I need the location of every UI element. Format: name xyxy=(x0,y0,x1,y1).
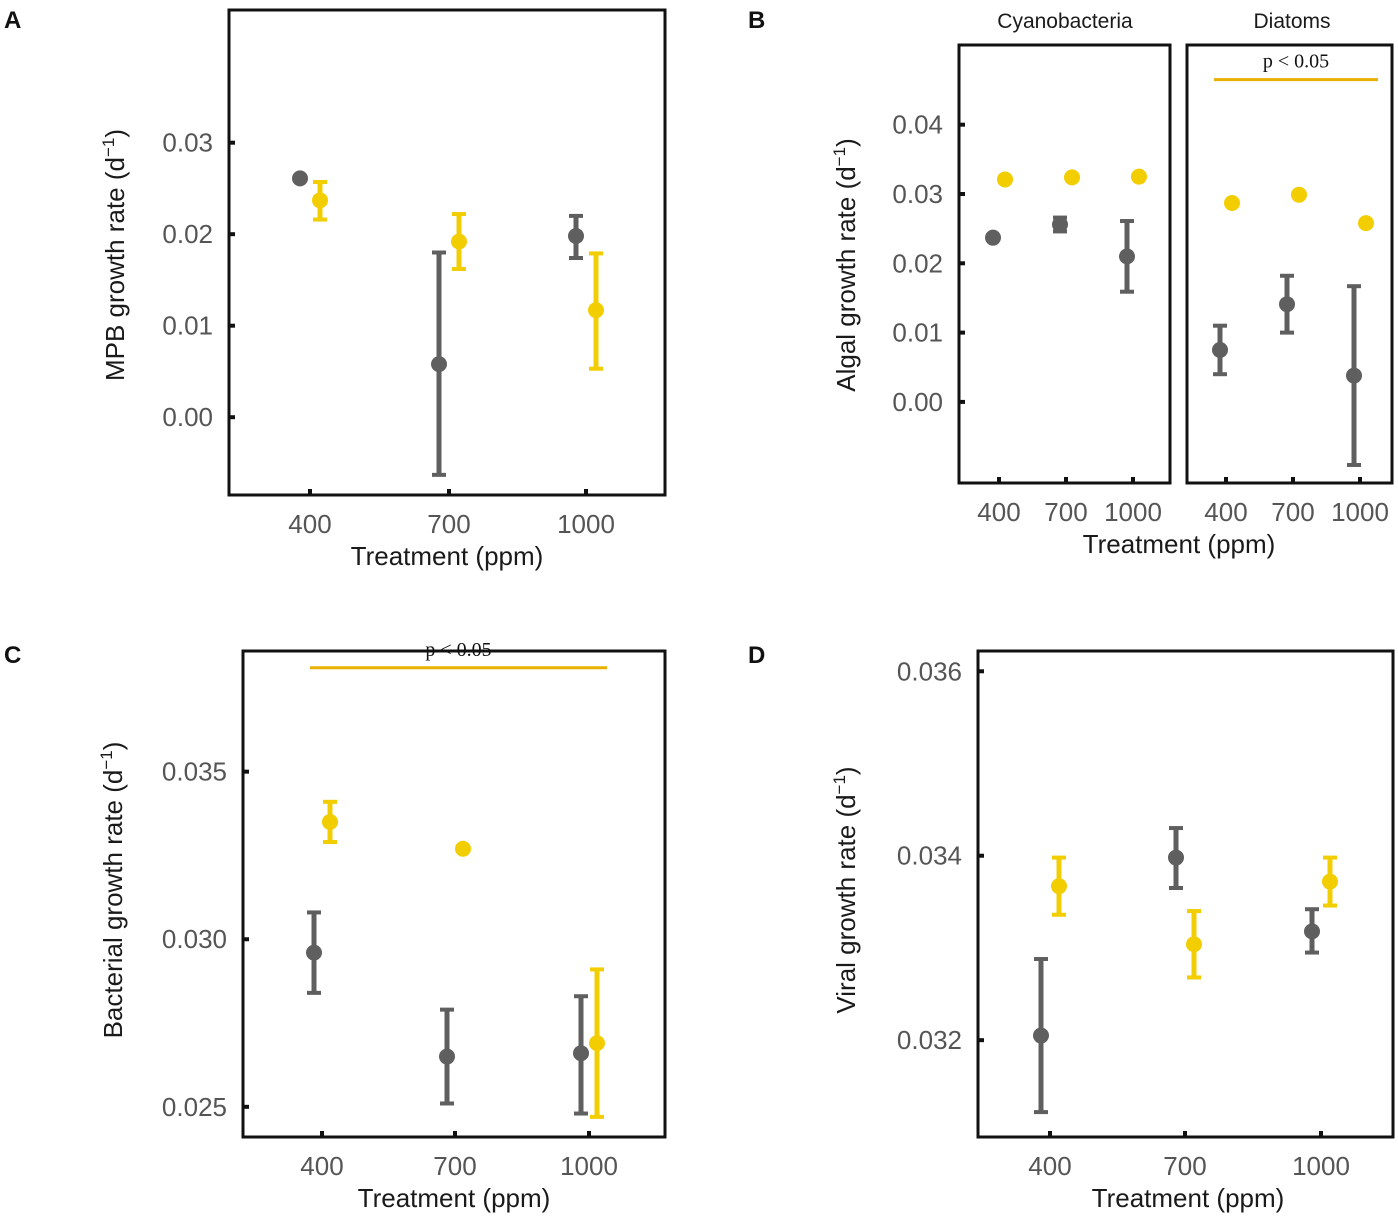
panel-a-y-axis-title: MPB growth rate (d−1) xyxy=(99,129,130,381)
panel-d-point-yellow-0 xyxy=(1051,878,1067,895)
panel-c-point-yellow-0 xyxy=(322,813,338,830)
panel-b-plot-frame-1 xyxy=(1185,43,1394,485)
panel-b-y-tick-label-0: 0.00 xyxy=(892,387,943,417)
panel-a-point-gray-1 xyxy=(431,356,447,373)
panel-c-point-gray-2 xyxy=(573,1045,589,1062)
panel-b-facet-1-point-yellow-1 xyxy=(1291,186,1307,203)
panel-b-x-tick-label-0-2: 1000 xyxy=(1104,497,1162,527)
panel-a-point-yellow-0 xyxy=(312,192,328,209)
panel-c-y-tick-label-1: 0.030 xyxy=(162,924,227,954)
panel-b-facet-1-point-yellow-2 xyxy=(1358,215,1374,232)
panel-b-facet-title-1: Diatoms xyxy=(1253,10,1330,33)
panel-b-facet-1-significance-label-0: p < 0.05 xyxy=(1263,51,1329,73)
panel-c-x-tick-label-1: 700 xyxy=(433,1151,476,1181)
panel-b-plot-frame-0 xyxy=(957,43,1172,485)
panel-b-facet-0-point-yellow-2 xyxy=(1131,168,1147,185)
panel-a-panel-letter: A xyxy=(4,7,21,34)
panel-c-significance-label-0: p < 0.05 xyxy=(425,639,491,661)
panel-b-y-tick-label-4: 0.04 xyxy=(892,110,943,140)
panel-b-facet-title-0: Cyanobacteria xyxy=(997,10,1133,33)
panel-d-y-tick-label-2: 0.036 xyxy=(897,656,962,686)
panel-d-point-yellow-2 xyxy=(1322,873,1338,890)
panel-b-x-tick-label-1-2: 1000 xyxy=(1331,497,1389,527)
panel-b-facet-0-point-gray-1 xyxy=(1052,216,1068,233)
panel-a-point-yellow-2 xyxy=(588,302,604,319)
panel-a-x-tick-label-0: 400 xyxy=(288,509,331,539)
panel-a-x-tick-label-1: 700 xyxy=(427,509,470,539)
panel-c-point-gray-1 xyxy=(439,1048,455,1065)
panel-b-y-axis-title-exponent: −1 xyxy=(830,147,849,166)
panel-c-plot-frame xyxy=(241,649,667,1139)
panel-a-y-axis-title-main: MPB growth rate (d xyxy=(100,157,130,381)
panel-d-point-gray-2 xyxy=(1304,923,1320,940)
panel-b-facet-0-point-gray-0 xyxy=(985,229,1001,246)
panel-a-y-axis-title-close: ) xyxy=(100,129,130,138)
panel-b-y-axis-title-main: Algal growth rate (d xyxy=(831,166,861,391)
panel-b-x-tick-label-1-1: 700 xyxy=(1271,497,1314,527)
panel-d-y-tick-label-1: 0.034 xyxy=(897,841,962,871)
panel-d-point-yellow-1 xyxy=(1186,936,1202,953)
panel-c-x-axis-title: Treatment (ppm) xyxy=(358,1183,551,1213)
panel-c-y-axis-title-close: ) xyxy=(98,742,128,751)
panel-c-y-axis-title: Bacterial growth rate (d−1) xyxy=(97,742,128,1039)
panel-c-y-axis-title-main: Bacterial growth rate (d xyxy=(98,770,128,1039)
panel-d-y-axis-title-exponent: −1 xyxy=(830,775,849,794)
panel-b-panel-letter: B xyxy=(748,7,765,34)
panel-b-x-tick-label-0-0: 400 xyxy=(977,497,1020,527)
panel-b-facet-1-point-yellow-0 xyxy=(1224,195,1240,212)
panel-c-point-gray-0 xyxy=(306,944,322,961)
panel-a-y-tick-label-1: 0.01 xyxy=(162,311,213,341)
panel-a-point-gray-2 xyxy=(568,228,584,245)
panel-a-x-axis-title: Treatment (ppm) xyxy=(351,541,544,571)
panel-c-x-tick-label-0: 400 xyxy=(300,1151,343,1181)
panel-a-y-axis-title-exponent: −1 xyxy=(99,138,118,157)
panel-b-facet-0-point-gray-2 xyxy=(1119,248,1135,265)
panel-a-point-yellow-1 xyxy=(451,233,467,250)
panel-a-y-tick-label-0: 0.00 xyxy=(162,402,213,432)
panel-b-facet-1-point-gray-0 xyxy=(1212,341,1228,358)
panel-d-y-axis-title: Viral growth rate (d−1) xyxy=(830,766,861,1013)
panel-b-y-axis-title: Algal growth rate (d−1) xyxy=(830,138,861,392)
panel-b-x-tick-label-1-0: 400 xyxy=(1204,497,1247,527)
panel-b-facet-0-point-yellow-1 xyxy=(1064,169,1080,186)
panel-b-y-tick-label-3: 0.03 xyxy=(892,179,943,209)
panel-a-y-tick-label-2: 0.02 xyxy=(162,219,213,249)
panel-d-x-tick-label-2: 1000 xyxy=(1292,1151,1350,1181)
panel-b-facet-0-point-yellow-0 xyxy=(997,171,1013,188)
panel-a-x-tick-label-2: 1000 xyxy=(557,509,615,539)
panel-c-point-yellow-2 xyxy=(589,1035,605,1052)
panel-b-y-axis-title-close: ) xyxy=(831,138,861,147)
panel-d-y-axis-title-main: Viral growth rate (d xyxy=(831,794,861,1013)
panel-b-facet-1-point-gray-2 xyxy=(1346,367,1362,384)
panel-b-facet-1-point-gray-1 xyxy=(1279,296,1295,313)
panel-a-y-tick-label-3: 0.03 xyxy=(162,128,213,158)
panel-d-point-gray-0 xyxy=(1033,1027,1049,1044)
panel-b-y-tick-label-1: 0.01 xyxy=(892,318,943,348)
panel-b-x-tick-label-0-1: 700 xyxy=(1044,497,1087,527)
panel-d-y-tick-label-0: 0.032 xyxy=(897,1025,962,1055)
panel-c-y-tick-label-2: 0.035 xyxy=(162,757,227,787)
panel-a-point-gray-0 xyxy=(292,170,308,187)
panel-b-y-tick-label-2: 0.02 xyxy=(892,248,943,278)
panel-d-x-tick-label-1: 700 xyxy=(1163,1151,1206,1181)
panel-d-panel-letter: D xyxy=(748,642,765,669)
panel-c-x-tick-label-2: 1000 xyxy=(560,1151,618,1181)
panel-c-y-tick-label-0: 0.025 xyxy=(162,1092,227,1122)
panel-d-x-axis-title: Treatment (ppm) xyxy=(1092,1183,1285,1213)
panel-c-y-axis-title-exponent: −1 xyxy=(97,750,116,769)
panel-d-x-tick-label-0: 400 xyxy=(1028,1151,1071,1181)
panel-b-x-axis-title: Treatment (ppm) xyxy=(1083,529,1276,559)
panel-d-point-gray-1 xyxy=(1168,849,1184,866)
panel-c-panel-letter: C xyxy=(4,642,21,669)
panel-c-point-yellow-1 xyxy=(455,840,471,857)
panel-d-y-axis-title-close: ) xyxy=(831,766,861,775)
